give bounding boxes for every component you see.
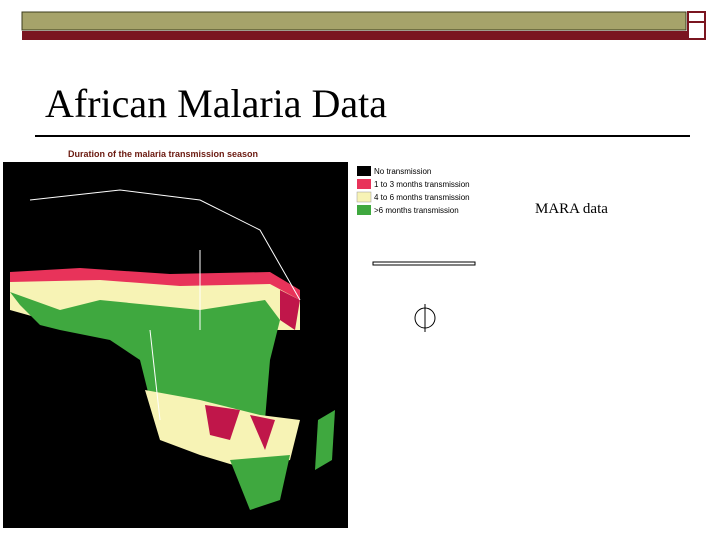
legend-label: No transmission bbox=[374, 167, 431, 176]
band-long bbox=[10, 292, 280, 440]
legend-swatch bbox=[357, 205, 371, 215]
scale-bar bbox=[372, 261, 476, 266]
band-south-short bbox=[205, 290, 300, 450]
slide-title: African Malaria Data bbox=[45, 81, 387, 126]
legend-swatch bbox=[357, 166, 371, 176]
band-southeast bbox=[230, 455, 290, 510]
caption: MARA data bbox=[535, 201, 608, 217]
corner-square bbox=[687, 21, 706, 40]
legend-label: 1 to 3 months transmission bbox=[374, 180, 470, 189]
borders bbox=[29, 189, 301, 421]
map-image: Duration of the malaria transmission sea… bbox=[3, 148, 527, 528]
top-rule bbox=[22, 31, 706, 40]
top-band bbox=[21, 11, 687, 31]
legend-label: 4 to 6 months transmission bbox=[374, 193, 470, 202]
legend-swatch bbox=[357, 179, 371, 189]
legend-swatch bbox=[356, 191, 372, 203]
map-title: Duration of the malaria transmission sea… bbox=[68, 149, 258, 159]
legend-label: >6 months transmission bbox=[374, 206, 459, 215]
madagascar bbox=[315, 410, 335, 470]
